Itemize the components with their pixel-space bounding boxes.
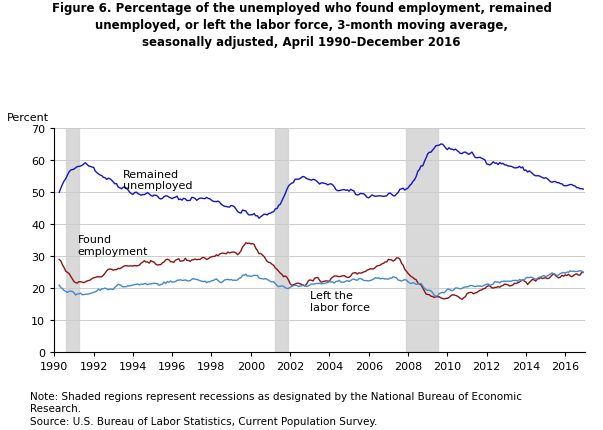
Text: Found
employment: Found employment [78,235,148,256]
Bar [66,129,79,353]
Text: Remained
unemployed: Remained unemployed [123,169,192,191]
Text: Note: Shaded regions represent recessions as designated by the National Bureau o: Note: Shaded regions represent recession… [30,391,522,426]
Text: Figure 6. Percentage of the unemployed who found employment, remained
unemployed: Figure 6. Percentage of the unemployed w… [52,2,551,49]
Text: Left the
labor force: Left the labor force [310,291,370,312]
Text: Percent: Percent [7,112,49,122]
Bar [406,129,438,353]
Bar [276,129,288,353]
